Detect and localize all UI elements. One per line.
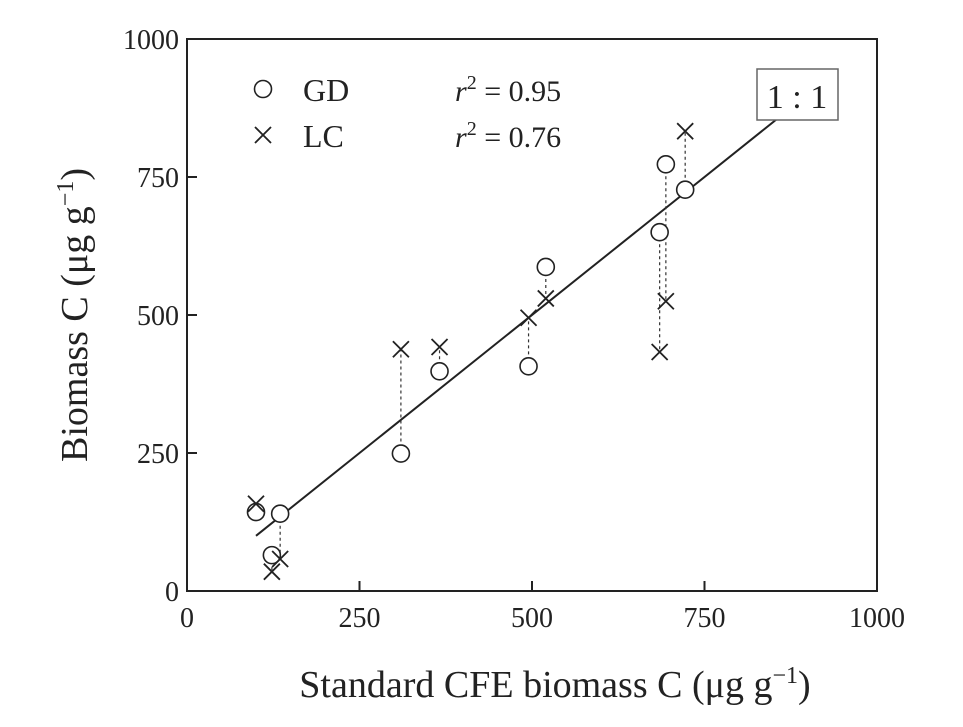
legend: GD LC r2 = 0.95 r2 = 0.76 <box>253 72 561 154</box>
data-point-gd <box>519 357 538 376</box>
y-tick-label: 500 <box>137 301 179 332</box>
data-point-lc <box>271 550 289 568</box>
x-tick-label: 1000 <box>849 603 905 634</box>
data-point-lc <box>657 292 675 310</box>
y-tick-label: 750 <box>137 163 179 194</box>
data-points-layer <box>246 122 695 581</box>
data-point-gd <box>430 362 449 381</box>
data-point-lc <box>651 343 669 361</box>
data-point-lc <box>537 289 555 308</box>
legend-label-gd: GD <box>303 72 349 108</box>
x-tick-label: 500 <box>511 603 553 634</box>
one-to-one-label: 1 : 1 <box>756 68 839 121</box>
y-tick-label: 0 <box>165 577 179 608</box>
data-point-gd <box>656 155 676 174</box>
one-to-one-box <box>756 68 839 121</box>
data-point-gd <box>391 444 411 463</box>
y-axis-title: Biomass C (μg g−1) <box>53 168 96 462</box>
connector-layer <box>255 131 686 572</box>
legend-label-lc: LC <box>303 118 344 154</box>
data-point-lc <box>676 122 694 140</box>
data-point-gd <box>270 504 290 524</box>
data-point-lc <box>247 495 265 513</box>
data-point-gd <box>246 502 266 522</box>
data-point-gd <box>262 545 282 565</box>
x-tick-label: 250 <box>339 603 381 634</box>
y-tick-label: 1000 <box>123 25 179 56</box>
x-axis-title: Standard CFE biomass C (μg g−1) <box>299 663 810 706</box>
one-to-one-line <box>255 109 788 537</box>
data-point-lc <box>392 340 410 358</box>
data-point-gd <box>650 222 669 242</box>
ticks-layer: 0 250 500 750 1000 0 250 500 750 1000 <box>123 25 905 634</box>
legend-x-marker <box>254 126 272 144</box>
legend-circle-marker <box>253 79 273 99</box>
x-tick-label: 750 <box>684 603 726 634</box>
y-tick-label: 250 <box>137 439 179 470</box>
one-to-one-text: 1 : 1 <box>767 79 827 116</box>
data-point-gd <box>675 180 695 199</box>
r2-gd: r2 = 0.95 <box>455 72 561 108</box>
data-point-lc <box>263 563 281 581</box>
data-point-gd <box>536 257 556 277</box>
reference-line-layer <box>255 109 788 537</box>
data-point-lc <box>519 309 538 327</box>
x-tick-label: 0 <box>180 603 194 634</box>
data-point-lc <box>430 338 449 356</box>
r2-lc: r2 = 0.76 <box>455 118 561 154</box>
